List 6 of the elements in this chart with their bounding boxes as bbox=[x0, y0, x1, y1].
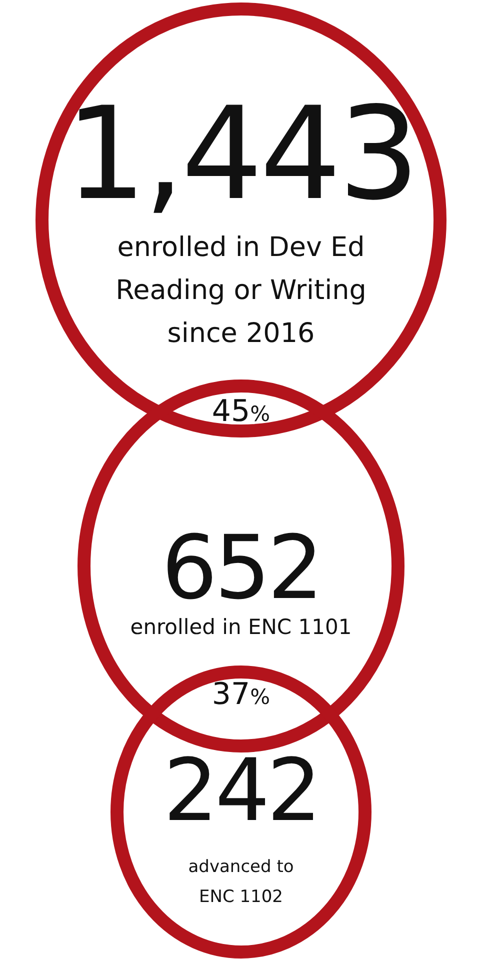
category-label: enrolled in Dev Ed Reading or Writing since 2016 bbox=[116, 232, 366, 349]
data-label: 242 bbox=[163, 741, 319, 841]
text: 45% bbox=[212, 394, 270, 429]
text: 37% bbox=[212, 677, 270, 712]
data-label: 1,443 bbox=[65, 80, 417, 229]
category-label: advanced to ENC 1102 bbox=[188, 857, 294, 907]
